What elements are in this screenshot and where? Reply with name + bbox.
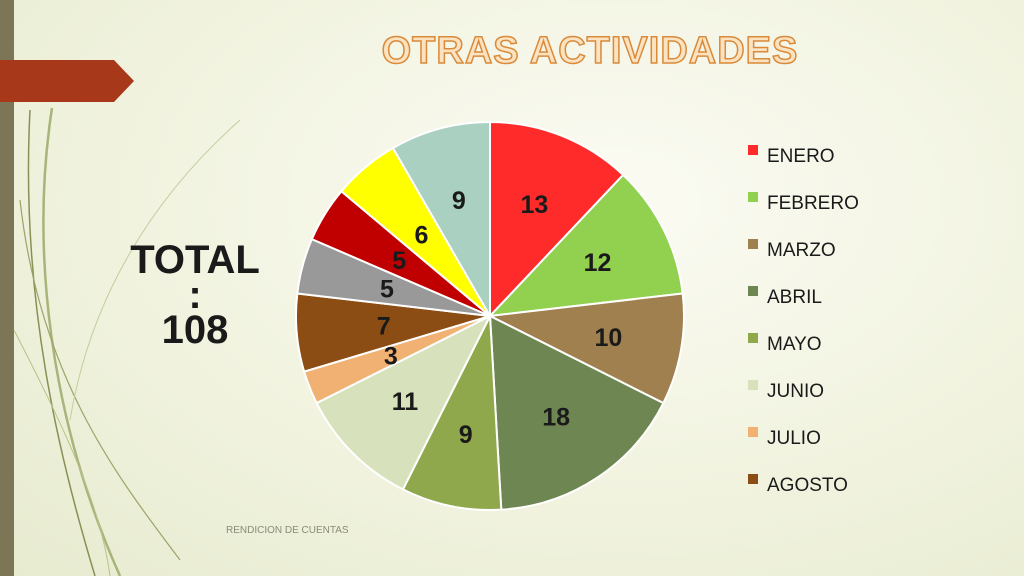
pie-data-label-8: 5 (380, 275, 394, 303)
legend-label: JUNIO (767, 381, 824, 402)
legend-swatch (748, 286, 758, 296)
legend-swatch (748, 380, 758, 390)
footer-text: RENDICION DE CUENTAS (226, 525, 349, 536)
pie-data-label-5: 11 (392, 388, 419, 416)
legend-label: ABRIL (767, 287, 822, 308)
pie-data-label-0: 13 (521, 191, 549, 219)
total-label: TOTAL (130, 238, 260, 282)
pie-slice-1 (487, 173, 684, 318)
pie-data-label-1: 12 (584, 249, 612, 277)
title-ribbon (0, 60, 134, 102)
legend-label: FEBRERO (767, 193, 859, 214)
legend-label: AGOSTO (767, 475, 848, 496)
legend-swatch (748, 427, 758, 437)
pie-data-label-2: 10 (595, 324, 623, 352)
legend-swatch (748, 239, 758, 249)
legend-label: MAYO (767, 334, 822, 355)
pie-data-label-3: 18 (542, 403, 570, 431)
pie-data-label-4: 9 (459, 421, 473, 449)
pie-slice-4 (401, 312, 503, 511)
legend-label: MARZO (767, 240, 836, 261)
pie-data-label-9: 5 (392, 247, 406, 275)
pie-slice-5 (315, 313, 493, 491)
pie-slice-2 (486, 292, 685, 405)
pie-slice-11 (391, 120, 491, 320)
pie-data-label-6: 3 (384, 342, 398, 370)
left-accent-bar (0, 0, 14, 576)
pie-slice-3 (488, 314, 665, 511)
pie-slice-0 (489, 120, 625, 319)
legend-label: ENERO (767, 146, 835, 167)
total-block: TOTAL : 108 (130, 240, 260, 350)
total-value: 108 (161, 308, 229, 352)
pie-data-label-11: 9 (452, 187, 466, 215)
pie-data-label-7: 7 (377, 312, 391, 340)
legend-swatch (748, 145, 758, 155)
legend-swatch (748, 474, 758, 484)
total-colon: : (188, 273, 202, 317)
legend-swatch (748, 333, 758, 343)
pie-data-label-10: 6 (414, 221, 428, 249)
legend-label: JULIO (767, 428, 821, 449)
legend-swatch (748, 192, 758, 202)
slide-title: OTRAS ACTIVIDADES (381, 29, 799, 73)
